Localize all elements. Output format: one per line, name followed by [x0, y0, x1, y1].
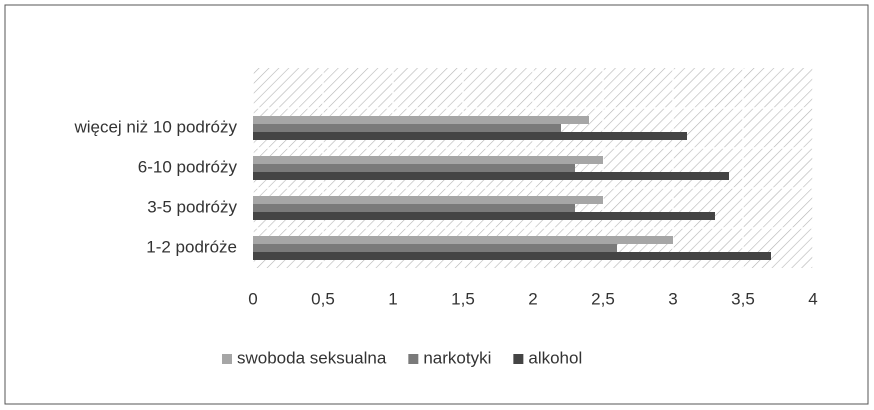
- x-tick-label: 1: [388, 289, 397, 308]
- bar: [253, 116, 589, 124]
- bar: [253, 196, 603, 204]
- bar: [253, 236, 673, 244]
- x-tick-label: 3,5: [731, 289, 755, 308]
- legend-swatch: [408, 354, 419, 364]
- bar: [253, 212, 715, 220]
- frame: [4, 4, 869, 405]
- legend-label: swoboda seksualna: [237, 348, 387, 367]
- bar: [253, 172, 729, 180]
- y-tick-label: 1-2 podróże: [146, 237, 237, 256]
- x-tick-label: 1,5: [451, 289, 475, 308]
- legend-label: alkohol: [528, 348, 582, 367]
- bar: [253, 124, 561, 132]
- x-tick-label: 2: [528, 289, 537, 308]
- x-tick-label: 0,5: [311, 289, 335, 308]
- legend-label: narkotyki: [423, 348, 491, 367]
- bar: [253, 244, 617, 252]
- legend-swatch: [222, 354, 232, 364]
- y-tick-label: 6-10 podróży: [138, 157, 238, 176]
- y-tick-label: więcej niż 10 podróży: [73, 117, 237, 136]
- bar: [253, 132, 687, 140]
- x-tick-label: 3: [668, 289, 677, 308]
- bar: [253, 164, 575, 172]
- x-tick-label: 2,5: [591, 289, 615, 308]
- x-tick-label: 0: [248, 289, 257, 308]
- bar: [253, 156, 603, 164]
- bar: [253, 252, 771, 260]
- legend-swatch: [513, 354, 524, 364]
- y-tick-label: 3-5 podróży: [147, 197, 237, 216]
- bar: [253, 204, 575, 212]
- x-tick-label: 4: [808, 289, 817, 308]
